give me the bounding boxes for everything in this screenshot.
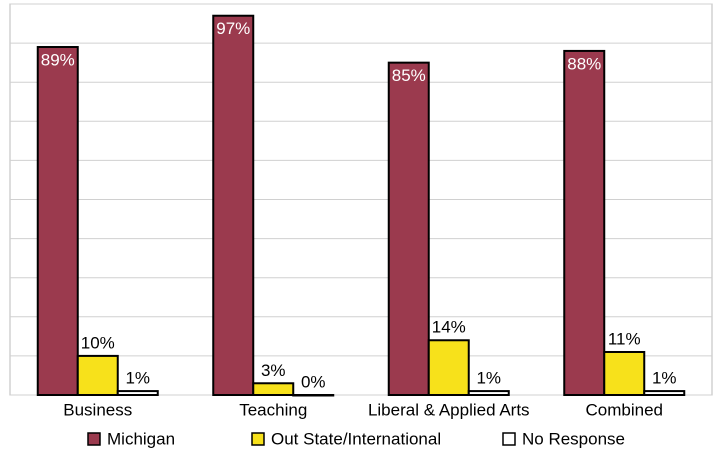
bar (36, 46, 79, 396)
data-label: 85% (392, 66, 426, 85)
legend-swatch (87, 432, 101, 446)
bar (292, 394, 335, 397)
x-tick-label: Business (63, 400, 132, 419)
x-tick-label: Teaching (239, 400, 307, 419)
data-label: 0% (301, 372, 326, 391)
bar (643, 390, 686, 396)
bar (603, 350, 646, 396)
legend-label: Michigan (107, 429, 175, 448)
data-label: 1% (476, 369, 501, 388)
bar (76, 354, 119, 396)
legend-swatch (502, 432, 516, 446)
data-label: 89% (41, 50, 75, 69)
data-label: 10% (81, 333, 115, 352)
bar (387, 61, 430, 397)
bar (427, 339, 470, 397)
data-label: 14% (432, 318, 466, 337)
legend-label: No Response (522, 429, 625, 448)
bar (467, 390, 510, 396)
x-tick-label: Liberal & Applied Arts (368, 400, 530, 419)
data-label: 11% (608, 329, 641, 348)
data-label: 88% (567, 54, 601, 73)
bar (116, 390, 159, 396)
data-label: 1% (125, 369, 150, 388)
bar (212, 14, 255, 396)
x-tick-label: Combined (586, 400, 664, 419)
data-label: 3% (261, 361, 286, 380)
legend-label: Out State/International (271, 429, 441, 448)
legend-swatch (251, 432, 265, 446)
bar (563, 49, 606, 396)
data-label: 1% (652, 369, 677, 388)
bar (252, 382, 295, 396)
data-label: 97% (216, 19, 250, 38)
